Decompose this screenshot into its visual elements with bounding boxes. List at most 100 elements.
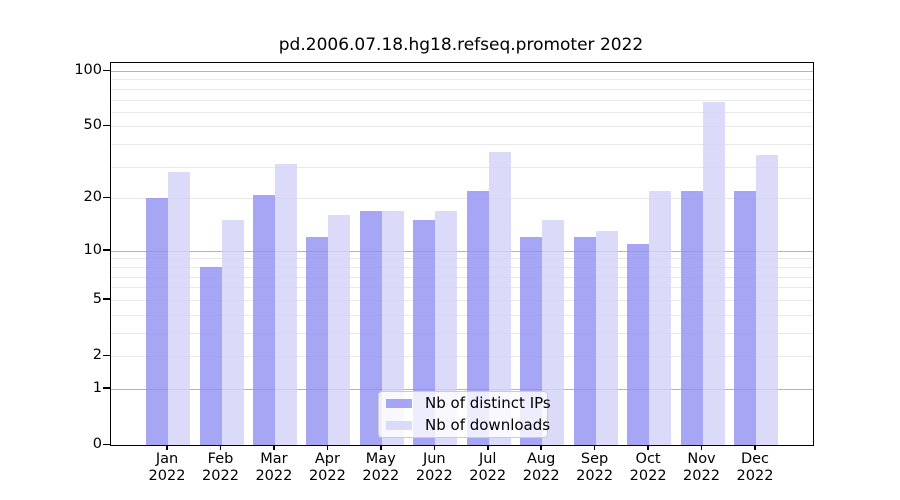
x-tick-month: Nov [687, 451, 716, 467]
x-tick-year: 2022 [736, 468, 774, 484]
x-tick-month: Dec [740, 451, 770, 467]
grid-line-major [111, 250, 813, 252]
x-tick-label: Jul 2022 [456, 451, 520, 485]
x-tick-mark [219, 445, 222, 450]
bar-distinct-ips [306, 237, 329, 445]
bar-downloads [221, 220, 244, 445]
y-tick-label: 5 [92, 290, 102, 307]
x-tick-mark [433, 445, 435, 450]
grid-line-minor [111, 287, 813, 289]
y-tick-label: 0 [92, 436, 102, 452]
grid-line-minor [111, 332, 813, 334]
bar-downloads [328, 215, 351, 445]
bar-distinct-ips [413, 220, 436, 445]
bar-downloads [168, 172, 190, 445]
bar-downloads [488, 152, 511, 445]
grid-line-major [111, 388, 813, 390]
x-tick-label: Oct 2022 [616, 451, 680, 485]
y-tick-label: 50 [83, 117, 102, 134]
x-tick-mark [380, 445, 382, 450]
y-tick-label: 20 [83, 189, 102, 206]
x-tick-year: 2022 [415, 468, 453, 484]
bar-downloads [702, 101, 725, 445]
y-tick-label: 1 [92, 379, 102, 396]
legend: Nb of distinct IPs Nb of downloads [378, 391, 551, 438]
grid-line-minor [111, 356, 813, 357]
x-tick-label: Sep 2022 [563, 451, 627, 485]
x-tick-month: Apr [314, 451, 340, 467]
plot-area [110, 62, 814, 446]
grid-line-minor [111, 166, 813, 168]
bar-downloads [649, 190, 672, 445]
y-tick-mark [103, 387, 110, 389]
x-tick-mark [487, 445, 489, 450]
x-tick-mark [166, 445, 168, 450]
bar-distinct-ips [359, 210, 382, 445]
x-tick-label: Apr 2022 [295, 451, 359, 485]
legend-swatch-downloads [386, 421, 412, 430]
bar-distinct-ips [146, 198, 168, 445]
y-tick-mark [103, 354, 110, 356]
x-tick-label: May 2022 [349, 451, 413, 485]
x-tick-month: Jan [155, 451, 179, 467]
y-tick-label: 10 [83, 241, 102, 258]
y-tick-label: 2 [92, 347, 102, 363]
grid-line-minor [111, 314, 813, 316]
x-tick-month: Aug [527, 451, 556, 467]
x-tick-year: 2022 [255, 468, 293, 484]
x-tick-year: 2022 [308, 468, 346, 484]
y-tick-mark [103, 443, 110, 445]
legend-item-distinct-ips: Nb of distinct IPs [386, 395, 551, 412]
grid-line-major [111, 71, 813, 72]
bar-downloads [595, 231, 618, 445]
grid-line-minor [111, 299, 813, 301]
y-tick-mark [103, 69, 110, 71]
grid-line-minor [111, 276, 813, 278]
x-tick-month: May [365, 451, 396, 467]
grid-line-minor [111, 266, 813, 268]
legend-label-distinct-ips: Nb of distinct IPs [425, 394, 551, 412]
legend-label-downloads: Nb of downloads [425, 416, 551, 434]
grid-line-minor [111, 79, 813, 81]
x-tick-year: 2022 [629, 468, 667, 484]
y-tick-mark [103, 124, 110, 127]
x-tick-month: Mar [260, 451, 288, 467]
bar-distinct-ips [199, 266, 222, 445]
x-tick-label: Aug 2022 [509, 451, 573, 485]
x-tick-mark [593, 445, 596, 450]
bar-downloads [542, 220, 565, 445]
y-tick-label: 100 [74, 62, 102, 78]
x-tick-year: 2022 [522, 468, 560, 484]
grid-line-minor [111, 198, 813, 200]
legend-item-downloads: Nb of downloads [386, 417, 550, 434]
grid-line-minor [111, 99, 813, 101]
x-tick-label: Dec 2022 [723, 451, 787, 485]
bar-downloads [274, 164, 297, 445]
x-tick-mark [647, 445, 649, 450]
grid-line-minor [111, 258, 813, 260]
bar-distinct-ips [252, 194, 275, 445]
legend-swatch-distinct-ips [386, 399, 412, 408]
x-tick-year: 2022 [148, 468, 186, 484]
x-tick-month: Feb [207, 451, 234, 467]
x-tick-mark [273, 445, 275, 450]
x-tick-year: 2022 [683, 468, 720, 484]
bar-distinct-ips [466, 190, 489, 445]
x-tick-year: 2022 [362, 468, 400, 484]
x-tick-label: Nov 2022 [670, 451, 734, 485]
bar-distinct-ips [627, 243, 650, 445]
x-tick-label: Jun 2022 [402, 451, 466, 485]
x-tick-year: 2022 [202, 468, 239, 484]
grid-line-minor [111, 88, 813, 90]
x-tick-mark [326, 445, 329, 450]
x-tick-label: Feb 2022 [189, 451, 253, 485]
x-tick-month: Jun [422, 451, 446, 467]
bar-downloads [381, 210, 404, 445]
x-tick-label: Jan 2022 [135, 451, 199, 485]
y-tick-mark [103, 298, 110, 300]
grid-line-minor [111, 144, 813, 146]
y-tick-mark [103, 196, 110, 199]
chart-title: pd.2006.07.18.hg18.refseq.promoter 2022 [278, 35, 644, 55]
x-tick-month: Jul [478, 451, 497, 467]
